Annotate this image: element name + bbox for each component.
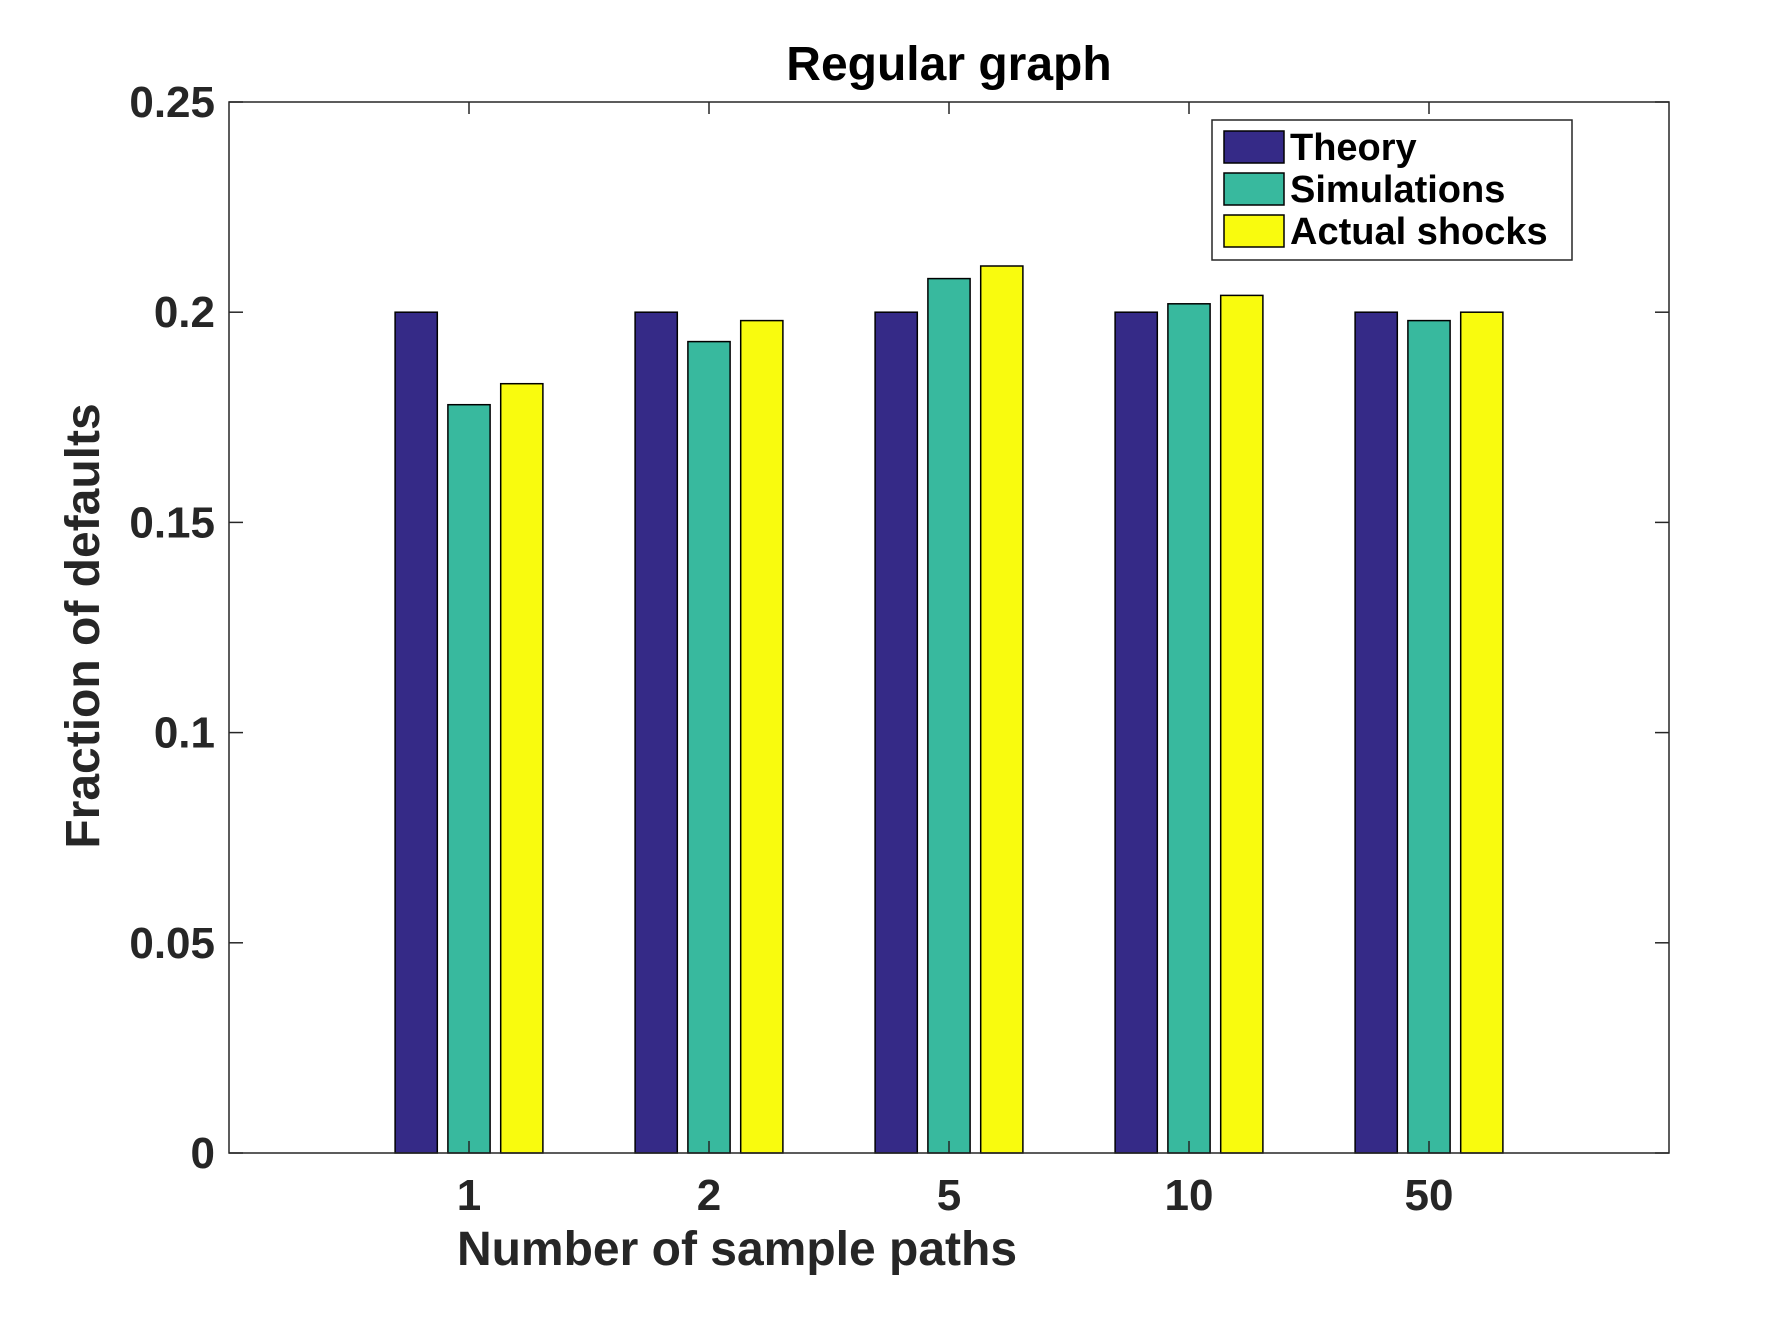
bar-simulations-1 [447,403,491,1154]
x-tick-label: 10 [1165,1171,1214,1220]
legend-label-actual-shocks: Actual shocks [1290,211,1548,253]
legend-label-simulations: Simulations [1290,169,1505,211]
bar-simulations-50 [1407,319,1451,1154]
bar-simulations-10 [1167,303,1211,1154]
bar-theory-10 [1114,311,1159,1154]
legend-swatch-simulations [1223,172,1285,206]
bar-theory-1 [394,311,439,1154]
y-tick-label: 0.15 [129,498,215,547]
bar-simulations-5 [927,277,971,1154]
bar-theory-5 [874,311,919,1154]
bar-actual-shocks-10 [1219,294,1264,1154]
y-tick-label: 0 [191,1129,215,1178]
x-tick-label: 5 [937,1171,961,1220]
x-axis-label: Number of sample paths [457,1223,1017,1276]
bar-theory-2 [634,311,679,1154]
bar-actual-shocks-1 [499,382,544,1154]
x-tick-label: 50 [1405,1171,1454,1220]
bar-simulations-2 [687,340,731,1154]
bar-actual-shocks-50 [1459,311,1504,1154]
legend-label-theory: Theory [1290,127,1417,169]
chart-title: Regular graph [786,38,1111,91]
bar-actual-shocks-5 [979,265,1024,1154]
legend-swatch-theory [1223,130,1285,164]
bar-theory-50 [1354,311,1399,1154]
x-tick-label: 1 [457,1171,481,1220]
y-tick-label: 0.25 [129,78,215,127]
y-axis-label: Fraction of defaults [57,403,110,848]
y-tick-label: 0.05 [129,919,215,968]
legend-swatch-actual-shocks [1223,214,1285,248]
bar-actual-shocks-2 [739,319,784,1154]
y-tick-label: 0.2 [154,288,215,337]
x-tick-label: 2 [697,1171,721,1220]
plot-area: 1 2 5 10 50 0 0.05 0.1 0.15 0.2 0.25 [129,78,1670,1220]
y-tick-label: 0.1 [154,709,215,758]
